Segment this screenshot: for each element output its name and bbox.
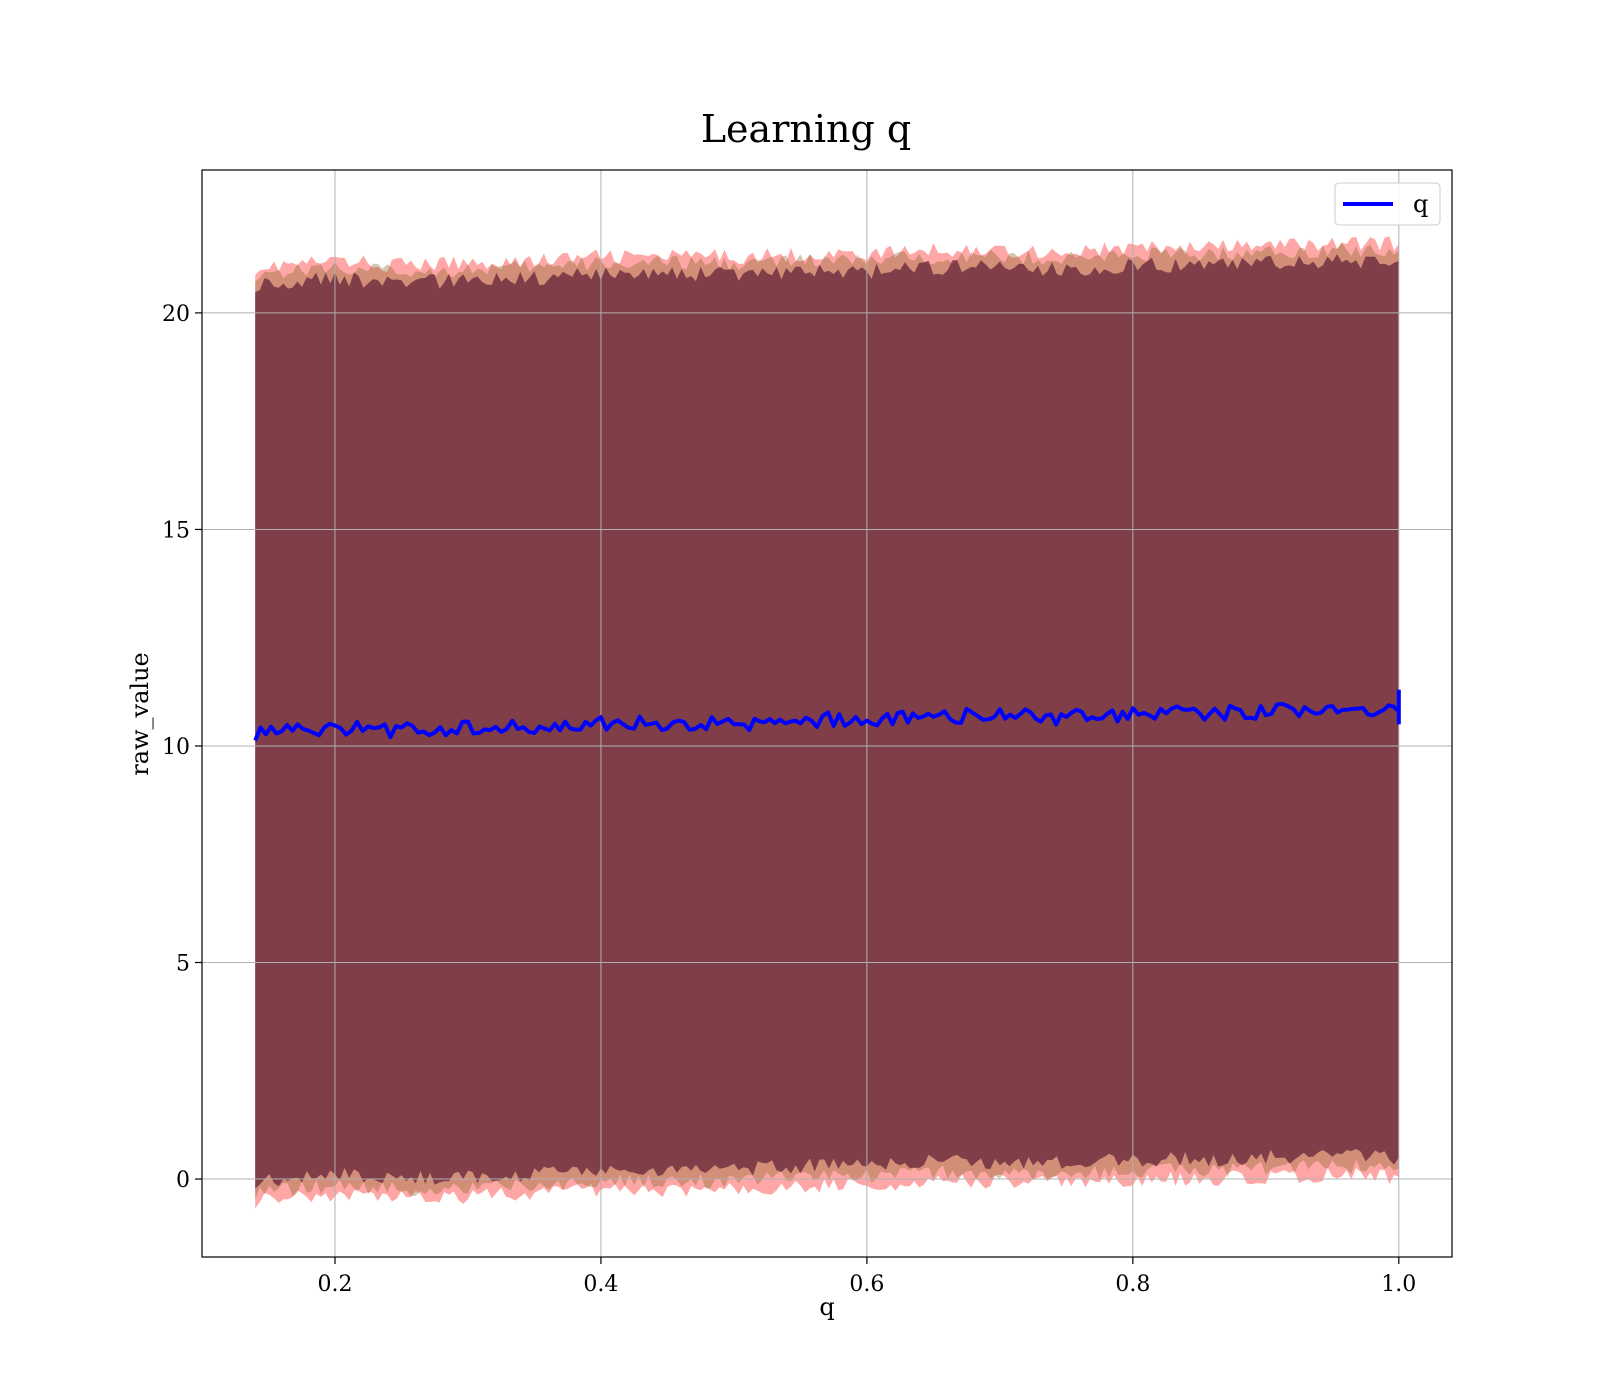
plot-area xyxy=(201,169,1453,1258)
series-line-q xyxy=(253,701,1401,742)
axes-frame xyxy=(201,169,1453,1258)
x-tick-label: 0.4 xyxy=(583,1272,618,1297)
legend-label-q: q xyxy=(1413,190,1428,218)
y-tick-label: 10 xyxy=(162,735,190,760)
chart-title: Learning q xyxy=(701,107,911,151)
grid-lines xyxy=(202,170,1452,1257)
y-axis-label: raw_value xyxy=(126,652,154,776)
y-tick-label: 20 xyxy=(162,302,190,327)
x-tick-label: 0.6 xyxy=(849,1272,884,1297)
legend: q xyxy=(1334,182,1441,226)
series-lines xyxy=(253,689,1401,742)
x-tick-label: 0.2 xyxy=(317,1272,352,1297)
x-tick-label: 1.0 xyxy=(1381,1272,1416,1297)
x-axis-label: q xyxy=(819,1293,834,1321)
confidence-bands xyxy=(255,236,1399,1209)
y-tick-label: 15 xyxy=(162,518,190,543)
x-axis-ticks: 0.2 0.4 0.6 0.8 1.0 xyxy=(317,1257,1416,1297)
y-tick-label: 0 xyxy=(176,1168,190,1193)
x-tick-label: 0.8 xyxy=(1115,1272,1150,1297)
band-2 xyxy=(255,254,1399,1189)
y-tick-label: 5 xyxy=(176,952,190,977)
y-axis-ticks: 0 5 10 15 20 xyxy=(162,302,202,1193)
